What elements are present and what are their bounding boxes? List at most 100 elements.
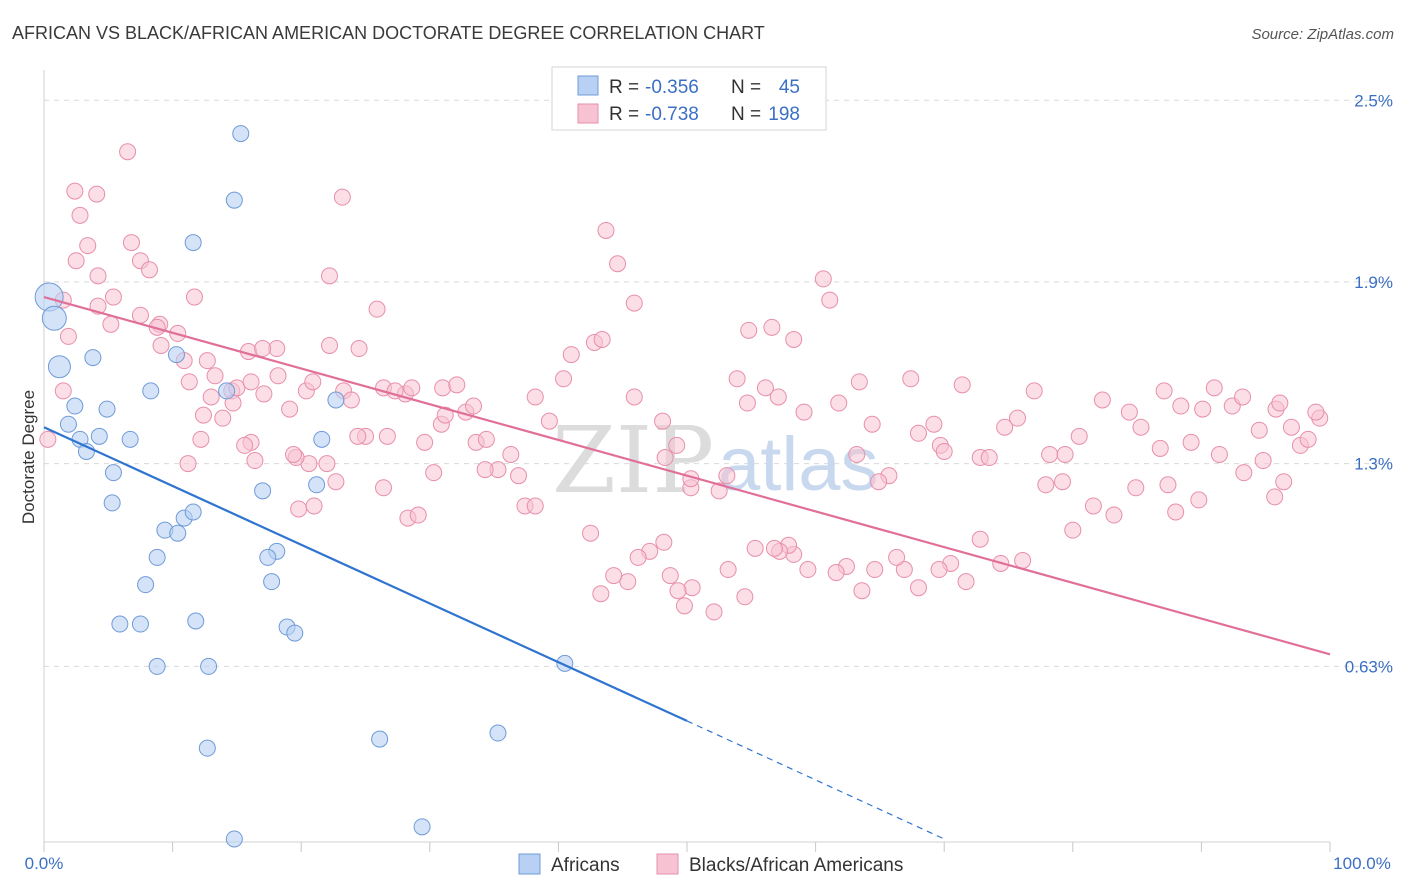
data-point-blacks xyxy=(683,579,701,597)
data-point-blacks xyxy=(1132,418,1150,436)
data-point-blacks xyxy=(236,436,254,454)
data-point-blacks xyxy=(350,340,368,358)
data-point-blacks xyxy=(763,318,781,336)
data-point-blacks xyxy=(214,409,232,427)
data-point-blacks xyxy=(605,567,623,585)
data-point-blacks xyxy=(925,415,943,433)
data-point-blacks xyxy=(202,388,220,406)
data-point-blacks xyxy=(821,291,839,309)
trend-lines xyxy=(43,295,1331,840)
trend-line-africans-extension xyxy=(686,720,945,840)
data-point-blacks xyxy=(619,573,637,591)
data-point-blacks xyxy=(888,548,906,566)
data-point-blacks xyxy=(795,403,813,421)
bottom-legend-africans: Africans xyxy=(551,855,620,876)
data-point-africans xyxy=(218,382,236,400)
data-point-blacks xyxy=(953,376,971,394)
data-point-blacks xyxy=(728,370,746,388)
data-point-blacks xyxy=(930,561,948,579)
data-point-blacks xyxy=(436,406,454,424)
data-point-blacks xyxy=(349,427,367,445)
data-point-blacks xyxy=(850,373,868,391)
data-point-blacks xyxy=(140,261,158,279)
data-point-blacks xyxy=(593,330,611,348)
data-point-blacks xyxy=(555,370,573,388)
data-point-blacks xyxy=(1105,506,1123,524)
data-point-blacks xyxy=(609,255,627,273)
data-point-blacks xyxy=(403,379,421,397)
data-point-blacks xyxy=(378,427,396,445)
data-point-africans xyxy=(167,346,185,364)
data-point-blacks xyxy=(54,382,72,400)
data-point-blacks xyxy=(1159,476,1177,494)
data-point-blacks xyxy=(304,373,322,391)
data-point-africans xyxy=(232,125,250,143)
data-point-blacks xyxy=(909,579,927,597)
data-point-africans xyxy=(187,612,205,630)
data-point-blacks xyxy=(1190,491,1208,509)
data-point-blacks xyxy=(738,394,756,412)
data-point-blacks xyxy=(629,548,647,566)
data-point-blacks xyxy=(799,561,817,579)
data-point-blacks xyxy=(1064,521,1082,539)
data-point-blacks xyxy=(971,530,989,548)
data-point-blacks xyxy=(71,206,89,224)
data-point-blacks xyxy=(1254,452,1272,470)
data-point-blacks xyxy=(79,237,97,255)
data-point-blacks xyxy=(765,539,783,557)
data-point-blacks xyxy=(1041,445,1059,463)
data-point-blacks xyxy=(375,479,393,497)
trend-line-africans xyxy=(43,426,688,722)
data-point-africans xyxy=(286,624,304,642)
data-point-blacks xyxy=(194,406,212,424)
data-point-blacks xyxy=(269,367,287,385)
data-point-africans xyxy=(148,548,166,566)
data-point-africans xyxy=(259,548,277,566)
data-point-blacks xyxy=(870,473,888,491)
data-point-blacks xyxy=(756,379,774,397)
data-point-blacks xyxy=(1299,430,1317,448)
data-point-blacks xyxy=(1282,418,1300,436)
data-point-africans xyxy=(148,657,166,675)
data-point-blacks xyxy=(448,376,466,394)
data-point-blacks xyxy=(290,500,308,518)
data-point-africans xyxy=(225,830,243,848)
data-point-blacks xyxy=(625,294,643,312)
data-point-africans xyxy=(254,482,272,500)
data-point-blacks xyxy=(102,315,120,333)
data-point-blacks xyxy=(718,467,736,485)
data-point-blacks xyxy=(736,588,754,606)
data-point-africans xyxy=(308,476,326,494)
data-point-africans xyxy=(327,391,345,409)
watermark-atlas: atlas xyxy=(718,422,879,507)
data-point-blacks xyxy=(1194,400,1212,418)
data-point-africans xyxy=(142,382,160,400)
data-point-blacks xyxy=(705,603,723,621)
data-point-blacks xyxy=(1182,433,1200,451)
data-point-blacks xyxy=(1056,445,1074,463)
data-point-blacks xyxy=(562,346,580,364)
data-point-africans xyxy=(111,615,129,633)
data-point-blacks xyxy=(318,455,336,473)
data-point-blacks xyxy=(980,449,998,467)
data-point-blacks xyxy=(1009,409,1027,427)
data-point-blacks xyxy=(1070,427,1088,445)
data-point-blacks xyxy=(1093,391,1111,409)
data-point-blacks xyxy=(1120,403,1138,421)
data-point-africans xyxy=(489,724,507,742)
data-point-blacks xyxy=(39,430,57,448)
data-point-blacks xyxy=(669,582,687,600)
data-point-blacks xyxy=(597,221,615,239)
data-point-blacks xyxy=(902,370,920,388)
legend-r-value-1: -0.356 xyxy=(645,77,699,98)
data-point-africans xyxy=(131,615,149,633)
data-point-blacks xyxy=(198,352,216,370)
bottom-legend-swatch-blacks xyxy=(656,853,679,875)
data-point-blacks xyxy=(255,385,273,403)
data-point-blacks xyxy=(661,567,679,585)
y-tick-label: 0.63% xyxy=(1345,657,1393,676)
data-point-blacks xyxy=(284,445,302,463)
legend-r-label-1: R = xyxy=(609,77,639,98)
data-point-blacks xyxy=(935,442,953,460)
data-point-blacks xyxy=(1210,445,1228,463)
